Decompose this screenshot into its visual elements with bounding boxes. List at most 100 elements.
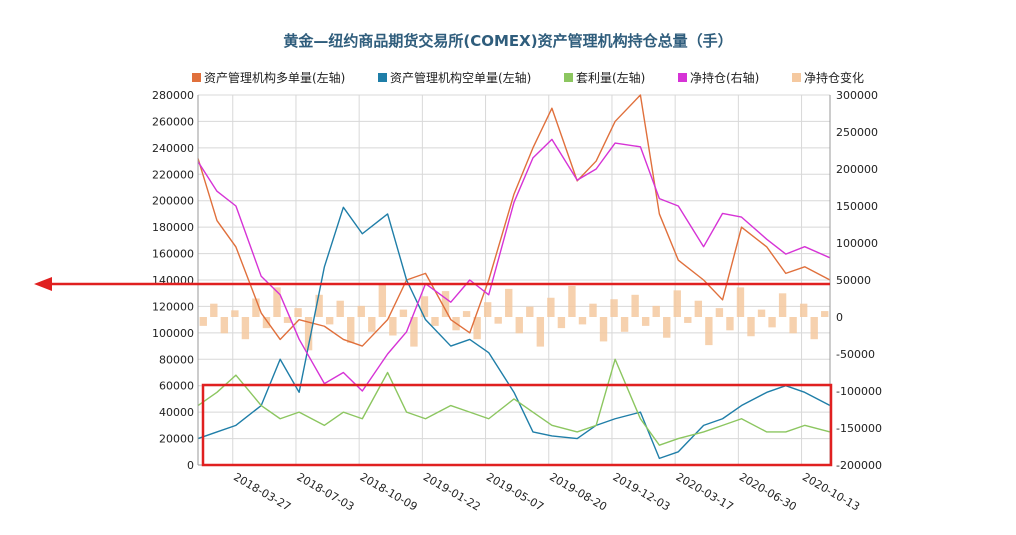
series-line xyxy=(197,138,831,392)
left-tick-label: 20000 xyxy=(159,433,194,446)
x-tick-label: 2020-03-17 xyxy=(674,470,736,513)
legend-label: 资产管理机构空单量(左轴) xyxy=(390,70,531,85)
net-change-bar xyxy=(252,298,260,317)
x-tick-label: 2018-10-09 xyxy=(358,470,420,513)
x-tick-label: 2018-03-27 xyxy=(231,470,293,513)
gridlines xyxy=(198,94,830,466)
series-line xyxy=(197,94,831,347)
net-change-bar xyxy=(231,310,239,317)
net-change-bar xyxy=(325,317,334,325)
net-change-bar xyxy=(736,287,745,317)
net-change-bar xyxy=(726,317,734,331)
left-tick-label: 60000 xyxy=(159,380,194,393)
axes: 0200004000060000800001000001200001400001… xyxy=(152,89,882,514)
net-change-bar xyxy=(821,311,829,317)
net-change-bar xyxy=(599,317,608,342)
x-tick-label: 2019-05-07 xyxy=(484,470,546,513)
net-change-bar xyxy=(705,317,713,346)
chart-title: 黄金—纽约商品期货交易所(COMEX)资产管理机构持仓总量（手） xyxy=(283,32,732,50)
legend-label: 净持仓(右轴) xyxy=(690,70,759,85)
net-change-bar xyxy=(473,317,481,340)
right-tick-label: -200000 xyxy=(836,459,882,472)
net-change-bar xyxy=(441,291,450,317)
net-change-bar xyxy=(652,305,660,317)
net-change-bar xyxy=(610,299,618,317)
net-change-bar xyxy=(494,317,502,324)
net-change-bar xyxy=(589,303,597,317)
left-tick-label: 160000 xyxy=(152,248,194,261)
x-tick-label: 2019-01-22 xyxy=(421,470,483,513)
net-change-bar xyxy=(241,317,250,340)
legend-swatch xyxy=(192,73,201,82)
left-tick-label: 260000 xyxy=(152,115,194,128)
left-tick-label: 200000 xyxy=(152,195,194,208)
left-tick-label: 40000 xyxy=(159,406,194,419)
net-change-bar xyxy=(578,317,587,325)
net-change-bar xyxy=(262,317,271,329)
x-tick-label: 2018-07-03 xyxy=(294,470,356,513)
right-tick-label: 150000 xyxy=(836,200,878,213)
net-change-bar xyxy=(410,317,418,347)
net-change-bar xyxy=(684,317,692,323)
net-change-bar xyxy=(420,296,429,317)
right-tick-label: 250000 xyxy=(836,126,878,139)
net-change-bar xyxy=(315,294,323,317)
net-change-bar xyxy=(547,297,555,317)
series-lines xyxy=(197,94,831,460)
net-change-bar xyxy=(505,288,513,317)
x-tick-label: 2020-10-13 xyxy=(800,470,862,513)
right-tick-label: 50000 xyxy=(836,274,871,287)
left-tick-label: 120000 xyxy=(152,300,194,313)
net-change-bar xyxy=(210,303,218,317)
net-change-bar xyxy=(799,303,808,317)
annotations xyxy=(34,277,833,467)
right-tick-label: -100000 xyxy=(836,385,882,398)
net-change-bar xyxy=(673,290,681,317)
right-tick-label: 100000 xyxy=(836,237,878,250)
net-change-bar xyxy=(810,317,818,340)
net-change-bar xyxy=(568,285,576,317)
left-tick-label: 220000 xyxy=(152,168,194,181)
net-change-bar xyxy=(715,308,724,317)
net-change-bar xyxy=(336,300,344,317)
net-change-bar xyxy=(631,294,639,317)
net-change-bar xyxy=(663,317,671,338)
series-line xyxy=(197,358,831,446)
right-tick-label: 200000 xyxy=(836,163,878,176)
series-line xyxy=(197,206,831,460)
right-tick-label: 300000 xyxy=(836,89,878,102)
right-tick-label: -150000 xyxy=(836,422,882,435)
net-change-bar xyxy=(515,317,523,334)
net-change-bar xyxy=(620,317,629,332)
net-change-bar xyxy=(283,317,292,323)
net-change-bar xyxy=(357,305,365,317)
legend-swatch xyxy=(792,73,801,82)
left-tick-label: 100000 xyxy=(152,327,194,340)
legend-label: 套利量(左轴) xyxy=(576,70,645,85)
net-change-bar xyxy=(199,317,207,326)
x-tick-label: 2019-08-20 xyxy=(547,470,609,513)
x-tick-label: 2020-06-30 xyxy=(737,470,799,513)
left-tick-label: 0 xyxy=(187,459,194,472)
net-change-bar xyxy=(368,317,376,332)
left-tick-label: 280000 xyxy=(152,89,194,102)
legend-label: 净持仓变化 xyxy=(804,70,864,85)
red-highlight-box xyxy=(201,383,833,467)
right-tick-label: -50000 xyxy=(836,348,875,361)
net-change-bar xyxy=(526,306,534,317)
left-tick-label: 240000 xyxy=(152,142,194,155)
net-change-bar xyxy=(431,317,439,326)
net-change-bar xyxy=(694,300,703,317)
left-tick-label: 180000 xyxy=(152,221,194,234)
net-change-bar xyxy=(389,317,397,336)
net-change-bar xyxy=(304,317,313,351)
legend-label: 资产管理机构多单量(左轴) xyxy=(204,70,345,85)
legend-swatch xyxy=(564,73,573,82)
net-change-bar xyxy=(378,283,387,317)
legend-swatch xyxy=(678,73,687,82)
net-change-bar xyxy=(641,317,650,326)
red-arrow-head xyxy=(34,277,52,291)
legend: 资产管理机构多单量(左轴) 资产管理机构空单量(左轴) 套利量(左轴) 净持仓(右轴)… xyxy=(192,70,864,85)
